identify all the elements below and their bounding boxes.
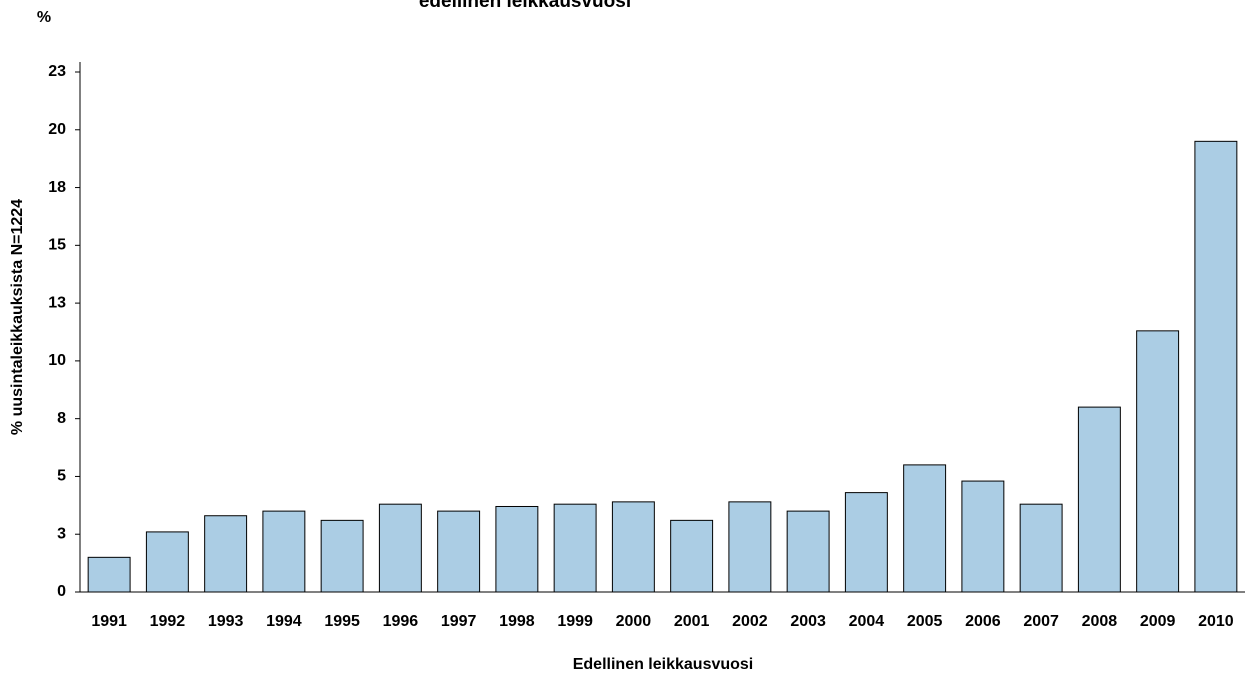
y-tick-label: 3 (57, 525, 66, 542)
y-tick-label: 5 (57, 468, 66, 485)
x-tick-label: 2004 (849, 613, 885, 630)
x-tick-label: 1995 (324, 613, 360, 630)
x-tick-label: 2001 (674, 613, 710, 630)
y-unit: % (37, 9, 51, 26)
y-tick-label: 0 (57, 583, 66, 600)
bar (145, 531, 189, 593)
y-tick-label: 10 (48, 352, 66, 369)
x-tick-label: 2003 (790, 613, 826, 630)
bar (204, 515, 248, 593)
x-axis-label: Edellinen leikkausvuosi (573, 656, 754, 673)
bar (553, 503, 597, 593)
x-tick-label: 2006 (965, 613, 1001, 630)
bar (728, 501, 772, 593)
bar (437, 510, 481, 593)
bar (786, 510, 830, 593)
x-tick-label: 2000 (616, 613, 652, 630)
bar (1194, 140, 1238, 593)
x-tick-label: 2005 (907, 613, 943, 630)
x-tick-label: 2007 (1023, 613, 1059, 630)
bar (378, 503, 422, 593)
x-tick-label: 1999 (557, 613, 593, 630)
x-tick-label: 2010 (1198, 613, 1234, 630)
x-tick-label: 2008 (1082, 613, 1118, 630)
chart-title: edellinen leikkausvuosi (419, 0, 631, 12)
bar (495, 505, 539, 593)
x-tick-label: 1994 (266, 613, 302, 630)
bar (1019, 503, 1063, 593)
y-axis-label: % uusintaleikkauksista N=1224 (9, 199, 26, 435)
bar (670, 519, 714, 593)
y-tick-label: 23 (48, 63, 66, 80)
y-tick-label: 13 (48, 294, 66, 311)
x-tick-label: 1997 (441, 613, 477, 630)
bar (320, 519, 364, 593)
bar (262, 510, 306, 593)
bar (611, 501, 655, 593)
x-tick-label: 1993 (208, 613, 244, 630)
bar (87, 556, 131, 593)
bar (903, 464, 947, 593)
x-tick-label: 1998 (499, 613, 535, 630)
x-tick-label: 2009 (1140, 613, 1176, 630)
bar (1136, 330, 1180, 593)
bar (961, 480, 1005, 593)
y-tick-label: 8 (57, 410, 66, 427)
y-tick-label: 18 (48, 179, 66, 196)
x-tick-label: 1992 (150, 613, 186, 630)
x-tick-label: 1991 (91, 613, 127, 630)
x-tick-label: 1996 (383, 613, 419, 630)
y-tick-label: 15 (48, 237, 66, 254)
bar (844, 492, 888, 593)
bar (1077, 406, 1121, 593)
y-tick-label: 20 (48, 121, 66, 138)
x-tick-label: 2002 (732, 613, 768, 630)
